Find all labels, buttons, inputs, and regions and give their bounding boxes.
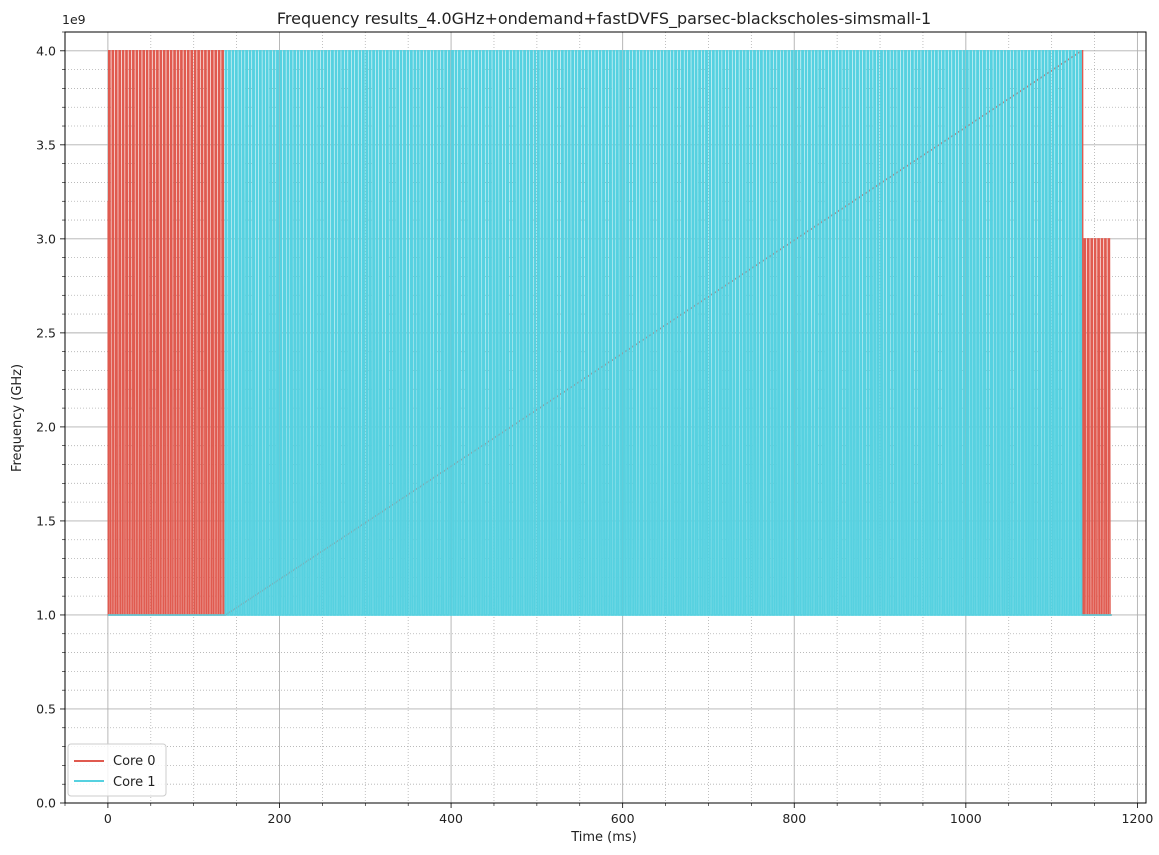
y-tick-label: 2.0	[36, 419, 56, 434]
chart-title: Frequency results_4.0GHz+ondemand+fastDV…	[277, 9, 931, 29]
y-tick-label: 3.5	[36, 137, 56, 152]
y-tick-label: 4.0	[36, 43, 56, 58]
y-tick-label: 1.0	[36, 607, 56, 622]
y-tick-label: 0.0	[36, 796, 56, 811]
x-tick-label: 1200	[1122, 811, 1154, 826]
x-axis-label: Time (ms)	[570, 830, 637, 845]
legend: Core 0 Core 1	[67, 743, 167, 797]
x-tick-label: 1000	[950, 811, 982, 826]
y-tick-label: 2.5	[36, 325, 56, 340]
y-tick-label: 1.5	[36, 513, 56, 528]
x-tick-label: 600	[611, 811, 635, 826]
y-axis-label: Frequency (GHz)	[10, 364, 25, 472]
y-axis-ticks: 0.0 0.5 1.0 1.5 2.0 2.5 3.0 3.5 4.0	[36, 31, 65, 811]
legend-box	[67, 743, 167, 797]
legend-label-core-0: Core 0	[113, 754, 156, 769]
series-layer	[107, 50, 1112, 616]
x-tick-label: 200	[268, 811, 292, 826]
x-axis-ticks: 0 200 400 600 800 1000 1200	[64, 803, 1154, 826]
x-tick-label: 0	[104, 811, 112, 826]
y-offset-label: 1e9	[62, 12, 86, 27]
x-tick-label: 400	[439, 811, 463, 826]
x-tick-label: 800	[782, 811, 806, 826]
series-line-core-0	[107, 50, 1112, 616]
legend-label-core-1: Core 1	[113, 775, 156, 790]
series-line-core-1-top	[107, 50, 1112, 616]
plot-frame	[64, 31, 1147, 804]
y-tick-label: 0.5	[36, 701, 56, 716]
y-tick-label: 3.0	[36, 231, 56, 246]
